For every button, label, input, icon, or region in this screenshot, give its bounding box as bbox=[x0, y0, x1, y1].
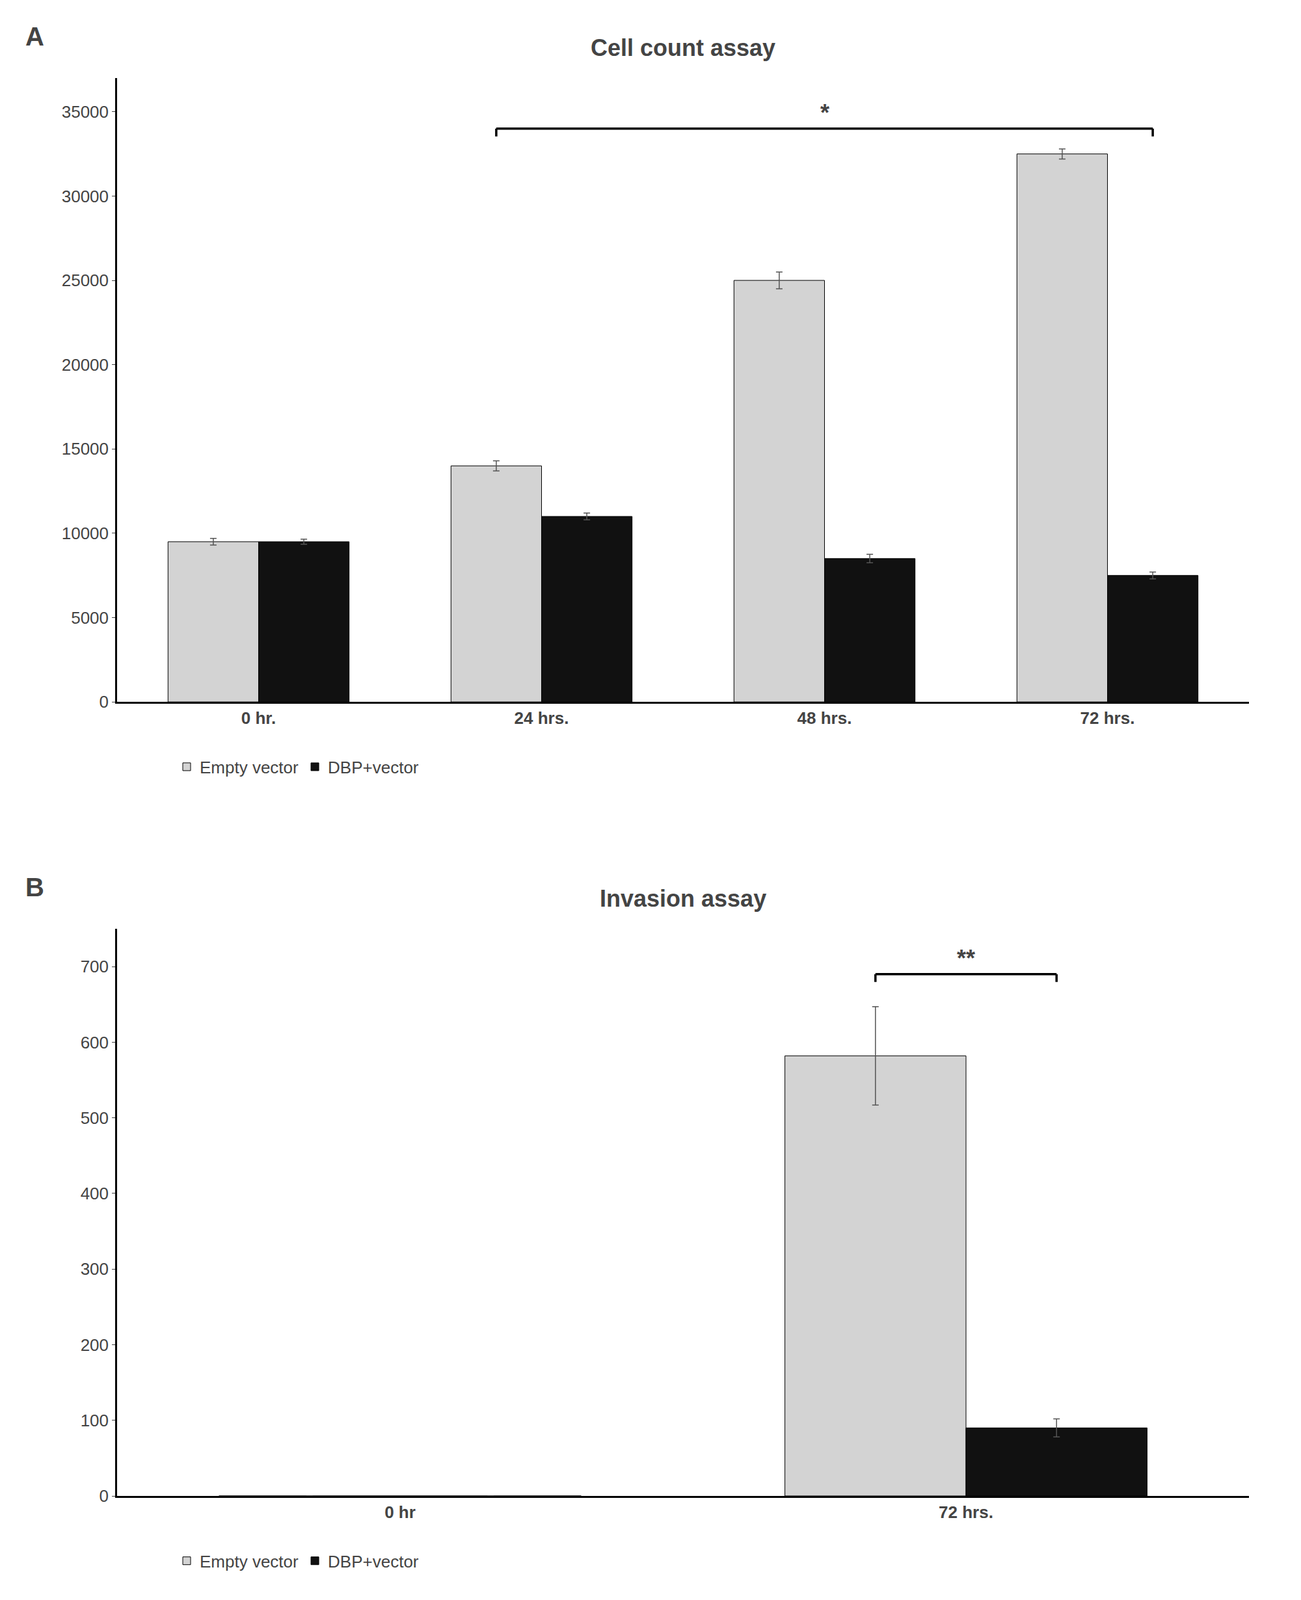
svg-text:100: 100 bbox=[80, 1410, 109, 1431]
svg-text:20000: 20000 bbox=[61, 355, 109, 375]
svg-text:30000: 30000 bbox=[61, 186, 109, 207]
svg-text:400: 400 bbox=[80, 1183, 109, 1204]
svg-text:Empty vector: Empty vector bbox=[199, 1552, 299, 1572]
svg-text:Cell count assay: Cell count assay bbox=[590, 34, 776, 62]
svg-text:48 hrs.: 48 hrs. bbox=[797, 708, 853, 728]
svg-text:700: 700 bbox=[80, 956, 109, 977]
svg-text:35000: 35000 bbox=[61, 102, 109, 122]
svg-text:DBP+vector: DBP+vector bbox=[327, 1552, 419, 1572]
svg-text:DBP+vector: DBP+vector bbox=[327, 757, 419, 778]
svg-text:72 hrs.: 72 hrs. bbox=[938, 1502, 994, 1523]
svg-text:**: ** bbox=[956, 945, 976, 972]
svg-text:24 hrs.: 24 hrs. bbox=[514, 708, 570, 728]
svg-text:72 hrs.: 72 hrs. bbox=[1080, 708, 1136, 728]
svg-text:A: A bbox=[25, 22, 45, 51]
svg-text:Invasion assay: Invasion assay bbox=[599, 885, 767, 913]
svg-text:500: 500 bbox=[80, 1108, 109, 1128]
svg-text:B: B bbox=[25, 872, 45, 902]
svg-text:600: 600 bbox=[80, 1032, 109, 1053]
svg-text:Empty vector: Empty vector bbox=[199, 757, 299, 778]
svg-text:0: 0 bbox=[99, 692, 109, 712]
svg-text:25000: 25000 bbox=[61, 270, 109, 291]
svg-text:200: 200 bbox=[80, 1335, 109, 1355]
svg-text:15000: 15000 bbox=[61, 439, 109, 459]
svg-text:0: 0 bbox=[99, 1486, 109, 1506]
svg-text:300: 300 bbox=[80, 1259, 109, 1279]
svg-text:*: * bbox=[820, 99, 830, 127]
svg-text:0 hr.: 0 hr. bbox=[241, 708, 276, 728]
svg-text:5000: 5000 bbox=[70, 608, 109, 628]
svg-text:0 hr: 0 hr bbox=[384, 1502, 416, 1523]
svg-text:10000: 10000 bbox=[61, 523, 109, 544]
